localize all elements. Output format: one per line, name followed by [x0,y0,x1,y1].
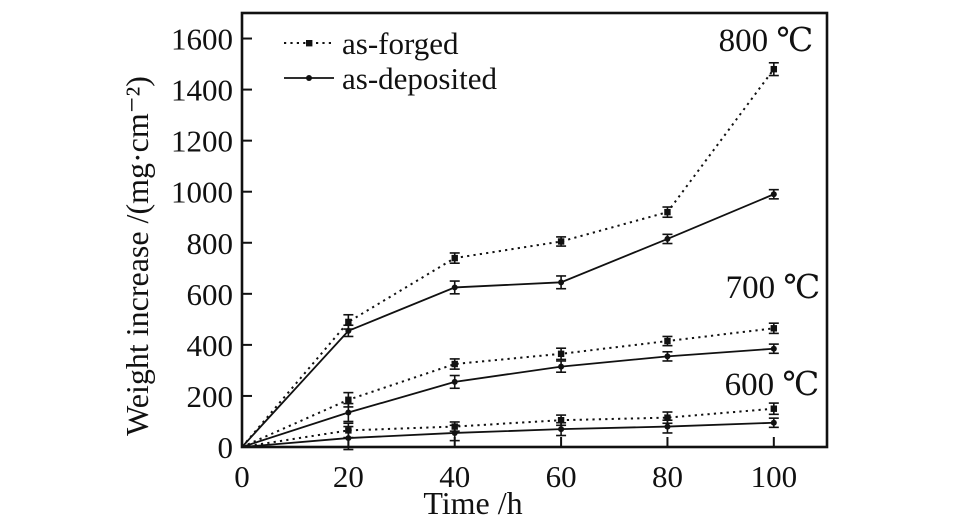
annotation-800c: 800 ℃ [719,23,814,59]
dot-marker-icon [664,423,671,430]
series-group [241,61,779,451]
y-axis-label: Weight increase /(mg·cm⁻²) [119,76,155,436]
legend: as-forged as-deposited [284,26,497,96]
x-tick-label-80: 80 [652,459,683,494]
series-line [241,68,775,448]
legend-label-as-deposited: as-deposited [342,61,497,96]
series-line [241,347,774,448]
square-marker-icon [345,396,352,403]
legend-item-as-forged: as-forged [284,26,459,61]
dot-marker-icon [451,284,458,291]
y-tick-label-200: 200 [187,379,234,414]
dot-marker-icon [770,419,777,426]
series-700-as-forged [241,322,779,448]
x-tick-label-60: 60 [546,459,577,494]
y-tick-label-1200: 1200 [171,124,233,159]
series-700-as-deposited [241,343,779,448]
dot-marker-icon [770,345,777,352]
legend-square-marker-icon [306,40,313,47]
square-marker-icon [557,238,565,245]
x-tick-label-0: 0 [234,459,250,494]
legend-label-as-forged: as-forged [342,26,459,61]
dot-marker-icon [664,235,671,242]
series-600-as-deposited [241,417,779,451]
dot-marker-icon [558,363,565,370]
series-800-as-forged [241,61,779,448]
annotation-600c: 600 ℃ [725,367,820,403]
square-marker-icon [664,337,671,345]
square-marker-icon [770,405,778,412]
square-marker-icon [664,208,671,216]
x-tick-label-100: 100 [751,459,798,494]
axis-ticks: 0 20 40 60 80 1000200400600800100012001400160… [171,22,797,494]
square-marker-icon [451,360,458,368]
x-tick-label-40: 40 [439,459,470,494]
annotation-700c: 700 ℃ [726,270,821,306]
y-tick-label-1000: 1000 [171,175,233,210]
series-line [241,421,774,448]
y-tick-label-800: 800 [187,226,234,261]
y-tick-label-400: 400 [187,328,234,363]
y-tick-label-600: 600 [187,277,234,312]
series-line [241,407,774,448]
dot-marker-icon [345,435,352,442]
legend-item-as-deposited: as-deposited [284,61,497,96]
dot-marker-icon [558,426,565,433]
legend-dot-marker-icon [306,75,312,81]
dot-marker-icon [345,409,352,416]
series-line [241,193,775,448]
y-tick-label-0: 0 [218,430,234,465]
square-marker-icon [664,414,671,421]
dot-marker-icon [770,191,777,198]
series-800-as-deposited [241,188,779,448]
dot-marker-icon [345,327,352,334]
dot-marker-icon [558,279,565,286]
x-axis-label: Time /h [423,485,522,521]
y-tick-label-1400: 1400 [171,73,233,108]
dot-marker-icon [664,353,671,360]
dot-marker-icon [451,429,458,436]
square-marker-icon [345,318,352,326]
square-marker-icon [557,350,565,358]
square-marker-icon [770,325,778,332]
x-tick-label-20: 20 [333,459,364,494]
square-marker-icon [557,416,565,424]
series-line [241,327,774,448]
square-marker-icon [770,65,778,73]
plot-border [240,11,829,449]
dot-marker-icon [451,378,458,385]
square-marker-icon [451,254,458,262]
y-tick-label-1600: 1600 [171,22,233,57]
